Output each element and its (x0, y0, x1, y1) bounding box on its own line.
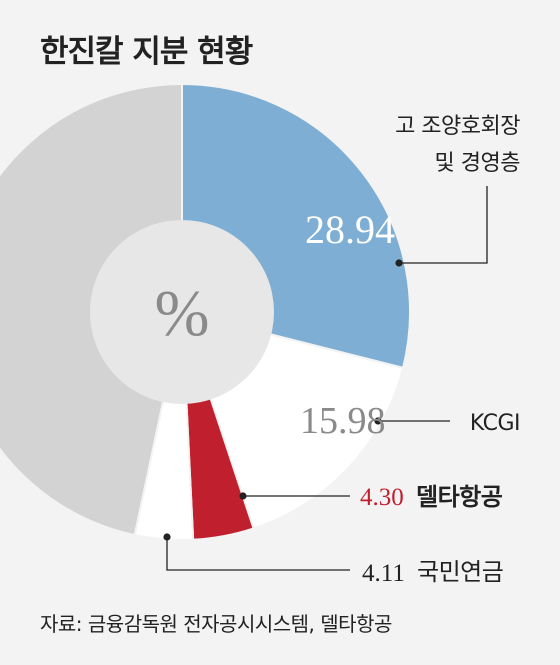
value-label-2: 4.30 (360, 484, 404, 511)
leader-dot-3 (163, 533, 171, 541)
leader-line-0 (399, 186, 488, 264)
slice-name-3-0: 국민연금 (417, 558, 503, 586)
leader-dot-0 (395, 259, 403, 267)
leader-dot-1 (374, 417, 382, 425)
leader-dot-2 (239, 492, 247, 500)
source-note: 자료: 금융감독원 전자공시시스템, 델타항공 (40, 612, 392, 636)
chart-title: 한진칼 지분 현황 (40, 34, 253, 70)
slice-name-1-0: KCGI (470, 411, 520, 436)
slice-name-2-0: 델타항공 (416, 483, 503, 511)
donut-hole (90, 220, 274, 404)
center-unit-label: % (155, 277, 210, 350)
leader-line-3 (166, 537, 350, 571)
slice-name-0-1: 및 경영층 (435, 151, 521, 176)
value-label-0: 28.94 (305, 207, 395, 252)
value-label-1: 15.98 (300, 400, 386, 442)
value-label-3: 4.11 (362, 560, 405, 587)
slice-name-0-0: 고 조양호회장 (395, 114, 520, 139)
